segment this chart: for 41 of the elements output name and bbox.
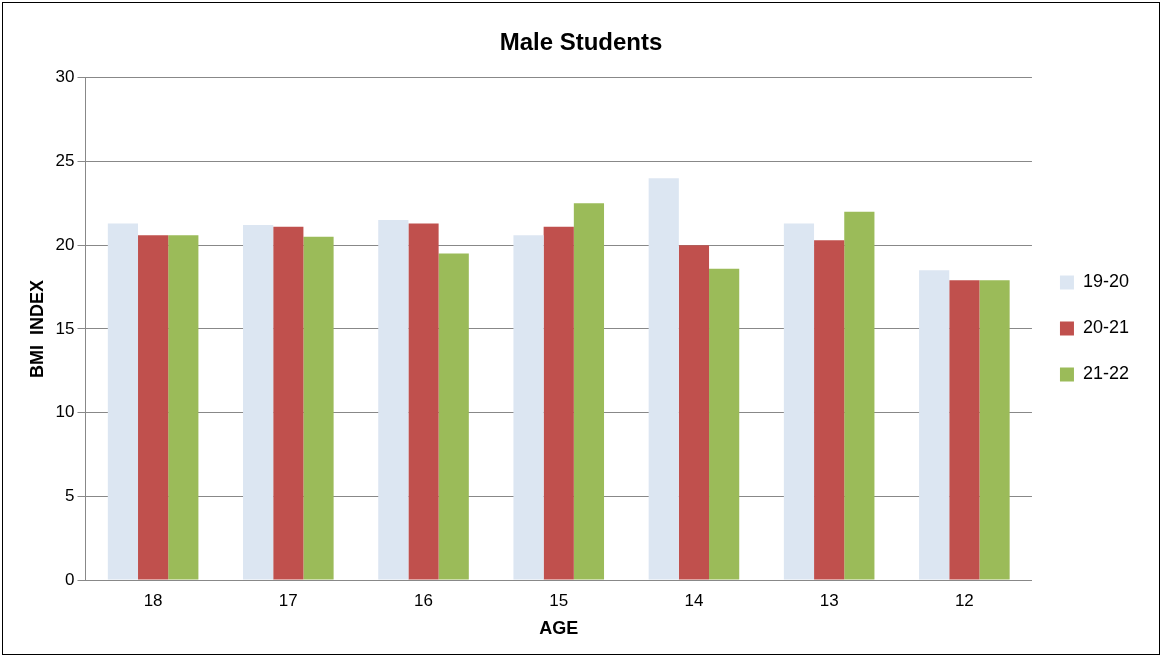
bar <box>438 253 469 580</box>
bar <box>949 280 980 580</box>
x-tick-label: 13 <box>819 590 839 610</box>
bar <box>378 220 409 580</box>
bar <box>513 235 544 580</box>
x-tick-label: 12 <box>954 590 974 610</box>
x-tick-label: 18 <box>143 590 163 610</box>
y-tick-label: 25 <box>55 151 75 171</box>
bar <box>844 211 875 580</box>
y-tick-label: 5 <box>65 485 75 505</box>
legend-label: 20-21 <box>1082 317 1130 338</box>
y-axis-title: BMI INDEX <box>26 279 47 378</box>
x-tick-label: 17 <box>278 590 298 610</box>
bar <box>138 235 169 580</box>
bar <box>648 178 679 580</box>
bar <box>979 280 1010 580</box>
bar <box>783 223 815 580</box>
legend-label: 19-20 <box>1082 271 1130 292</box>
bar <box>919 270 950 580</box>
y-tick-label: 15 <box>55 318 75 338</box>
x-tick-label: 15 <box>549 590 569 610</box>
bar <box>408 223 439 580</box>
bar <box>543 226 574 580</box>
bar <box>678 245 710 580</box>
chart-title: Male Students <box>499 28 663 56</box>
y-tick-label: 10 <box>55 402 75 422</box>
bar <box>168 235 199 580</box>
bar <box>709 268 740 580</box>
y-tick-label: 0 <box>65 569 75 589</box>
x-tick-label: 16 <box>414 590 433 610</box>
bar <box>107 223 139 580</box>
x-axis-title: AGE <box>539 618 579 639</box>
bar <box>303 236 334 580</box>
y-tick-label: 30 <box>55 67 75 87</box>
x-tick-label: 14 <box>684 590 704 610</box>
legend-label: 21-22 <box>1082 363 1130 384</box>
bar <box>243 225 274 580</box>
bar <box>573 203 605 580</box>
bar <box>273 226 304 580</box>
y-tick-label: 20 <box>55 234 75 254</box>
bar <box>814 240 845 580</box>
